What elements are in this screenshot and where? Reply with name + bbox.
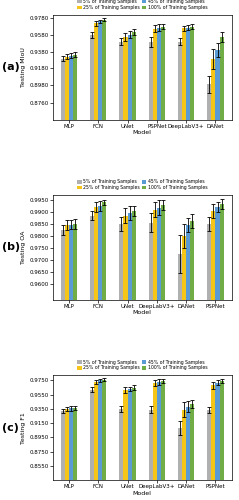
Bar [216,50,220,500]
Bar [161,381,165,500]
Bar [102,380,106,500]
Bar [65,409,69,500]
Bar [157,28,161,500]
Bar [69,224,73,500]
Bar [207,84,211,500]
Bar [216,207,220,500]
X-axis label: Model: Model [133,310,152,316]
Bar [90,35,94,500]
Bar [61,411,65,500]
Bar [119,42,124,500]
Bar [90,216,94,500]
Bar [178,42,182,500]
Bar [69,408,73,500]
Bar [132,388,136,500]
Y-axis label: Testing OA: Testing OA [21,231,26,264]
Bar [124,390,128,500]
Bar [220,204,224,500]
Bar [102,20,106,500]
Bar [128,213,132,500]
Bar [186,407,190,500]
Bar [207,410,211,500]
Bar [211,59,216,500]
Bar [119,409,124,500]
Legend: 5% of Training Samples, 25% of Training Samples, 45% of Training Samples, 100% o: 5% of Training Samples, 25% of Training … [77,0,208,10]
Legend: 5% of Training Samples, 25% of Training Samples, 45% of Training Samples, 100% o: 5% of Training Samples, 25% of Training … [77,359,208,371]
Bar [65,225,69,500]
Bar [128,389,132,500]
Bar [178,254,182,500]
Bar [98,21,102,500]
Bar [149,410,153,500]
Bar [153,383,157,500]
Bar [182,28,186,500]
Bar [90,390,94,500]
Bar [102,202,106,500]
Bar [94,207,98,500]
X-axis label: Model: Model [133,490,152,496]
Bar [124,37,128,500]
Bar [119,224,124,500]
Bar [186,225,190,500]
Bar [98,206,102,500]
Text: (a): (a) [2,62,20,72]
Bar [73,408,77,500]
Bar [94,382,98,500]
Bar [149,42,153,500]
Bar [94,24,98,500]
Bar [69,56,73,500]
Bar [65,56,69,500]
Bar [216,382,220,500]
Bar [73,224,77,500]
Bar [73,55,77,500]
Bar [190,27,194,500]
Y-axis label: Testing MIoU: Testing MIoU [21,48,26,88]
Bar [182,236,186,500]
Text: (c): (c) [2,422,19,432]
Bar [211,386,216,500]
Bar [211,211,216,500]
Bar [132,32,136,500]
X-axis label: Model: Model [133,130,152,136]
Bar [220,37,224,500]
Bar [190,221,194,500]
Bar [178,428,182,500]
Text: (b): (b) [2,242,21,252]
Bar [161,205,165,500]
Bar [98,380,102,500]
Bar [153,210,157,500]
Bar [157,208,161,500]
Bar [186,28,190,500]
Bar [124,216,128,500]
Bar [128,34,132,500]
Legend: 5% of Training Samples, 25% of Training Samples, 45% of Training Samples, 100% o: 5% of Training Samples, 25% of Training … [77,179,208,190]
Bar [61,58,65,500]
Bar [182,410,186,500]
Bar [220,381,224,500]
Bar [207,224,211,500]
Bar [153,28,157,500]
Bar [190,404,194,500]
Bar [161,27,165,500]
Bar [149,223,153,500]
Bar [61,230,65,500]
Bar [157,382,161,500]
Bar [132,211,136,500]
Y-axis label: Testing F1: Testing F1 [21,412,26,444]
